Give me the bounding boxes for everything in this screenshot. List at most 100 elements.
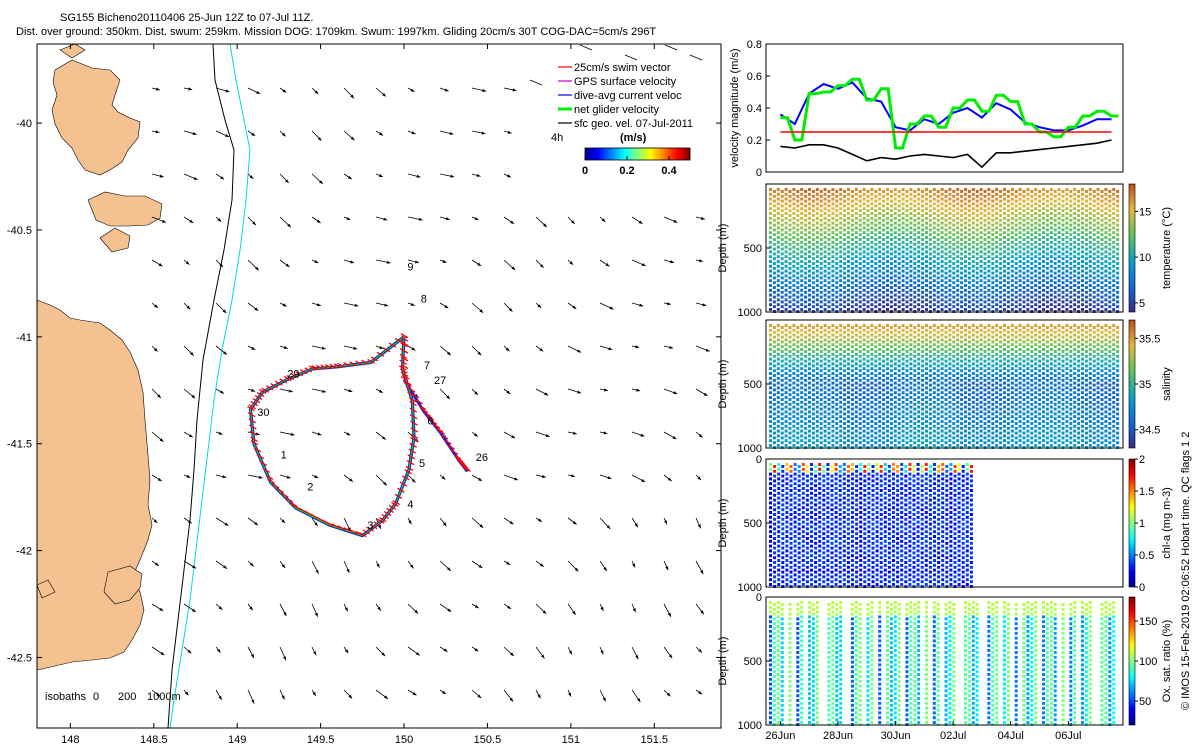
- section-dot: [886, 207, 889, 211]
- section-dot: [940, 293, 944, 297]
- section-dot: [1010, 255, 1014, 259]
- section-dot: [1026, 260, 1030, 263]
- section-dot: [893, 400, 897, 404]
- section-dot: [1053, 305, 1057, 309]
- section-dot: [952, 345, 956, 349]
- section-dot: [823, 260, 827, 263]
- section-dot: [995, 197, 999, 201]
- section-dot: [827, 383, 831, 387]
- section-dot: [1096, 264, 1100, 268]
- section-dot: [831, 226, 835, 230]
- section-dot: [854, 372, 858, 375]
- section-dot: [866, 238, 870, 241]
- section-dot: [815, 324, 819, 327]
- section-dot: [815, 202, 819, 206]
- section-dot: [882, 359, 886, 363]
- section-dot: [1065, 264, 1069, 268]
- section-dot: [815, 343, 819, 347]
- section-dot: [905, 271, 909, 275]
- section-dot: [784, 226, 788, 230]
- section-dot: [831, 197, 835, 201]
- section-dot: [1006, 233, 1010, 237]
- velocity-arrowhead: [572, 610, 576, 615]
- section-dot: [776, 221, 780, 225]
- section-dot: [917, 212, 921, 215]
- section-dot: [913, 238, 917, 241]
- velocity-arrowhead: [156, 693, 161, 697]
- section-dot: [889, 359, 893, 363]
- section-dot: [796, 295, 800, 299]
- section-dot: [964, 308, 967, 311]
- section-dot: [1034, 279, 1038, 283]
- section-dot: [1112, 245, 1116, 249]
- section-dot: [905, 300, 909, 304]
- section-dot: [964, 357, 967, 361]
- section-dot: [882, 242, 886, 246]
- section-dot: [948, 308, 952, 311]
- section-dot: [870, 226, 874, 230]
- section-dot: [1042, 439, 1045, 443]
- section-dot: [1042, 264, 1045, 268]
- velocity-arrowhead: [384, 303, 389, 307]
- section-dot: [839, 357, 843, 361]
- section-dot: [1073, 303, 1077, 307]
- section-dot: [897, 388, 901, 392]
- velocity-arrowhead: [281, 519, 286, 524]
- section-dot: [1084, 276, 1088, 280]
- section-dot: [944, 190, 948, 193]
- section-dot: [995, 396, 999, 399]
- section-dot: [788, 436, 792, 440]
- section-dot: [897, 393, 901, 397]
- tasmania-land: [36, 43, 163, 671]
- section-dot: [999, 374, 1003, 377]
- section-dot: [999, 233, 1003, 237]
- section-dot: [913, 290, 917, 294]
- section-dot: [1069, 290, 1073, 294]
- section-dot: [1081, 303, 1084, 307]
- section-dot: [815, 434, 819, 438]
- section-dot: [843, 204, 847, 208]
- section-dot: [1061, 199, 1065, 203]
- section-dot: [952, 281, 956, 285]
- section-dot: [854, 192, 858, 196]
- section-dot: [956, 391, 960, 395]
- section-dot: [1045, 398, 1049, 401]
- section-dot: [1116, 281, 1120, 285]
- section-dot: [827, 359, 831, 363]
- section-dot: [831, 188, 835, 191]
- section-dot: [991, 247, 995, 251]
- velocity-arrowhead: [542, 610, 547, 614]
- section-dot: [1014, 374, 1018, 377]
- section-dot: [1038, 295, 1042, 299]
- section-dot: [1038, 330, 1042, 334]
- section-dot: [843, 276, 847, 280]
- section-dot: [1081, 202, 1084, 206]
- section-dot: [1034, 420, 1038, 423]
- section-dot: [913, 431, 917, 435]
- section-dot: [823, 400, 827, 404]
- section-dot: [776, 386, 780, 390]
- section-dot: [1069, 257, 1073, 261]
- section-dot: [1010, 279, 1014, 283]
- section-dot: [1003, 444, 1006, 447]
- section-dot: [808, 386, 811, 390]
- section-dot: [769, 231, 772, 235]
- section-dot: [983, 238, 987, 241]
- section-dot: [964, 424, 967, 428]
- swim-vector-tick: [455, 457, 464, 463]
- section-dot: [948, 410, 952, 414]
- section-dot: [991, 199, 995, 203]
- section-dot: [1045, 335, 1049, 339]
- section-dot: [870, 444, 874, 447]
- section-dot: [827, 402, 831, 406]
- section-dot: [1084, 233, 1088, 237]
- section-dot: [1088, 192, 1092, 196]
- section-dot: [800, 405, 804, 409]
- section-dot: [1003, 376, 1006, 380]
- section-dot: [952, 330, 956, 334]
- section-dot: [827, 295, 831, 299]
- section-dot: [893, 357, 897, 361]
- section-dot: [983, 407, 987, 411]
- section-dot: [917, 333, 921, 337]
- section-dot: [991, 266, 995, 270]
